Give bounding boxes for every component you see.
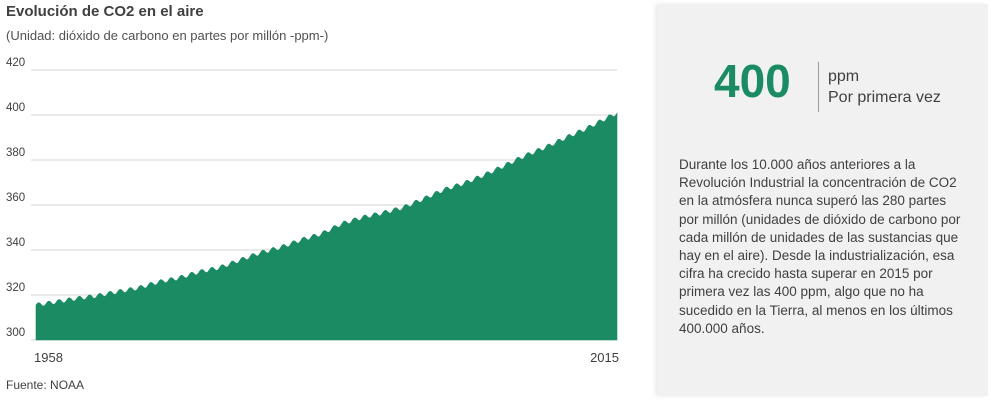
highlight-unit-block: ppm Por primera vez bbox=[828, 66, 941, 108]
y-tick-label-340: 340 bbox=[6, 237, 25, 249]
y-tick-label-360: 360 bbox=[6, 192, 25, 204]
info-panel: 400 ppm Por primera vez Durante los 10.0… bbox=[658, 4, 988, 396]
co2-series-area bbox=[35, 112, 618, 341]
y-tick-label-400: 400 bbox=[6, 102, 25, 114]
chart-subtitle: (Unidad: dióxido de carbono en partes po… bbox=[6, 28, 329, 43]
highlight-value: 400 bbox=[714, 55, 791, 107]
source-note: Fuente: NOAA bbox=[6, 378, 85, 392]
panel-description: Durante los 10.000 años anteriores a la … bbox=[679, 157, 961, 336]
y-tick-label-420: 420 bbox=[6, 57, 25, 69]
y-tick-label-300: 300 bbox=[6, 327, 25, 339]
y-tick-label-320: 320 bbox=[6, 282, 25, 294]
highlight-unit: ppm bbox=[828, 68, 860, 85]
chart-title: Evolución de CO2 en el aire bbox=[6, 3, 204, 20]
highlight-caption: Por primera vez bbox=[828, 89, 941, 106]
x-tick-label-2015: 2015 bbox=[590, 350, 619, 365]
co2-area-chart: 300 320 340 360 380 400 420 1958 2015 bbox=[6, 57, 619, 365]
y-tick-label-380: 380 bbox=[6, 147, 25, 159]
x-tick-label-1958: 1958 bbox=[34, 350, 63, 365]
chart-area-layer bbox=[35, 112, 618, 341]
divider bbox=[818, 62, 819, 112]
chart-axis: 300 320 340 360 380 400 420 1958 2015 bbox=[6, 57, 619, 365]
